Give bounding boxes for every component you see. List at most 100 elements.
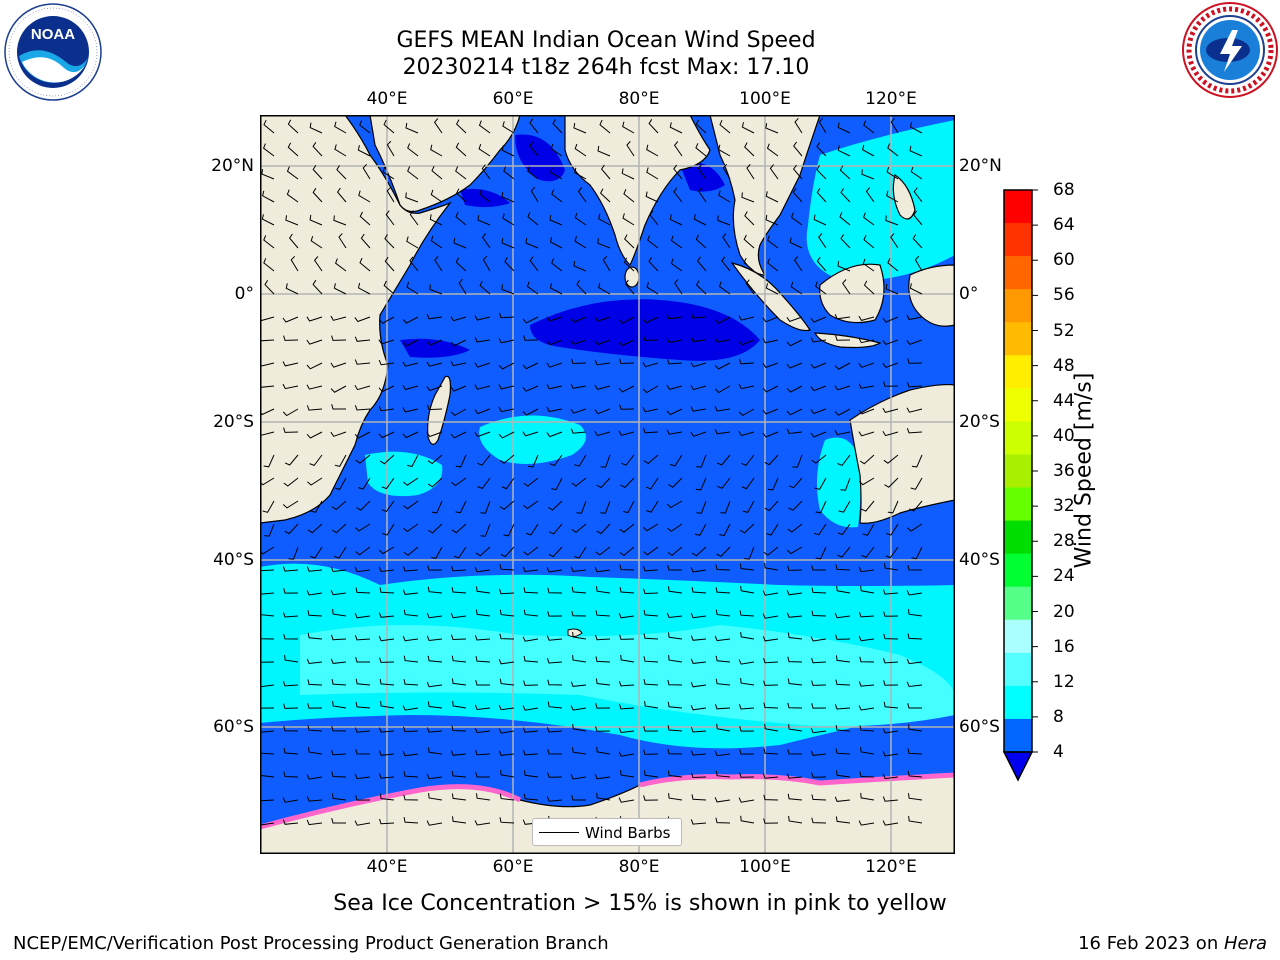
wind-barb bbox=[766, 523, 779, 536]
wind-barb bbox=[384, 234, 395, 249]
legend-label: Wind Barbs bbox=[585, 824, 671, 842]
wind-barb bbox=[668, 793, 683, 801]
wind-barb bbox=[383, 280, 395, 295]
wind-barb bbox=[740, 678, 755, 686]
wind-barb bbox=[765, 283, 779, 295]
wind-barb bbox=[690, 313, 707, 319]
wind-barb bbox=[863, 120, 875, 134]
wind-barb bbox=[402, 431, 419, 439]
wind-barb bbox=[475, 609, 491, 617]
wind-barb bbox=[690, 431, 707, 437]
wind-barb bbox=[644, 700, 659, 709]
wind-barb bbox=[574, 454, 587, 467]
wind-barb bbox=[720, 500, 731, 514]
wind-barb bbox=[739, 772, 755, 778]
wind-barb bbox=[906, 381, 923, 388]
wind-barb bbox=[834, 612, 851, 619]
colorbar bbox=[1002, 189, 1038, 782]
wind-barb bbox=[306, 339, 323, 345]
wind-barb bbox=[862, 523, 875, 536]
wind-barb bbox=[690, 682, 707, 688]
wind-barb bbox=[811, 610, 827, 617]
wind-barb bbox=[744, 142, 755, 157]
wind-barb bbox=[455, 454, 467, 468]
wind-barb bbox=[695, 477, 707, 491]
wind-barb bbox=[906, 339, 923, 345]
wind-barb bbox=[642, 523, 659, 532]
wind-barb bbox=[547, 679, 563, 686]
wind-barb bbox=[379, 818, 395, 825]
wind-barb bbox=[765, 214, 779, 226]
cyan-patch-madagascar-east bbox=[479, 415, 586, 464]
wind-barb bbox=[571, 477, 587, 487]
wind-barb bbox=[551, 189, 563, 203]
wind-barb bbox=[570, 408, 587, 414]
wind-barb bbox=[356, 500, 371, 511]
wind-barb bbox=[334, 454, 347, 467]
wind-barb bbox=[523, 546, 539, 556]
colorbar-tick-label: 16 bbox=[1053, 636, 1075, 657]
wind-barb bbox=[426, 773, 443, 780]
wind-barb bbox=[886, 523, 899, 536]
wind-barb bbox=[622, 213, 635, 226]
wind-barb bbox=[908, 500, 923, 512]
wind-barb bbox=[428, 793, 443, 801]
wind-barb bbox=[378, 316, 395, 324]
wind-barb bbox=[697, 164, 707, 180]
lon-tick-label-bottom: 40°E bbox=[366, 857, 408, 877]
lon-tick-label-bottom: 60°E bbox=[492, 857, 534, 877]
wind-barb bbox=[594, 567, 611, 573]
colorbar-segment bbox=[1004, 454, 1032, 489]
wind-barb bbox=[453, 237, 467, 249]
wind-barb bbox=[431, 500, 443, 514]
wind-barb bbox=[306, 405, 323, 411]
wind-barb bbox=[738, 704, 755, 710]
wind-barb bbox=[670, 235, 683, 249]
wind-barb bbox=[835, 679, 851, 686]
wind-barb bbox=[499, 609, 515, 617]
wind-barb bbox=[858, 820, 875, 826]
wind-barb bbox=[643, 749, 659, 755]
wind-barb bbox=[402, 407, 419, 413]
wind-barb bbox=[409, 210, 419, 226]
wind-barb bbox=[451, 477, 467, 487]
wind-barb bbox=[834, 385, 851, 391]
wind-barb bbox=[283, 477, 299, 487]
wind-barb bbox=[384, 256, 395, 272]
wind-barb bbox=[522, 566, 539, 573]
wind-barb bbox=[378, 359, 395, 366]
wind-barb bbox=[310, 546, 323, 559]
lat-tick-label-right: 20°N bbox=[959, 156, 1002, 176]
wind-barb bbox=[837, 454, 851, 467]
wind-barb bbox=[427, 454, 443, 465]
wind-barb bbox=[714, 797, 731, 803]
wind-barb bbox=[595, 546, 611, 556]
wind-barb bbox=[523, 609, 539, 617]
wind-barb bbox=[378, 727, 395, 733]
wind-barb bbox=[762, 338, 779, 344]
wind-barb bbox=[407, 143, 419, 157]
wind-barb bbox=[907, 748, 923, 755]
wind-barb bbox=[526, 281, 539, 295]
wind-barb bbox=[696, 256, 707, 272]
wind-barb bbox=[643, 609, 659, 617]
wind-barb bbox=[600, 164, 611, 180]
wind-barb bbox=[546, 339, 563, 346]
wind-barb bbox=[331, 523, 347, 534]
wind-barb bbox=[668, 477, 683, 488]
wind-barb bbox=[402, 361, 419, 367]
wind-barb bbox=[354, 359, 371, 365]
wind-barb bbox=[691, 546, 707, 557]
wind-barb bbox=[261, 214, 275, 226]
wind-barb bbox=[599, 188, 611, 203]
wind-barb bbox=[690, 612, 707, 619]
wind-barb bbox=[618, 316, 635, 324]
wind-barb bbox=[549, 454, 563, 467]
wind-barb bbox=[309, 214, 323, 226]
colorbar-segment bbox=[1004, 586, 1032, 621]
sea-ice-edge bbox=[260, 784, 522, 830]
svg-text:NOAA: NOAA bbox=[31, 26, 75, 43]
lat-tick-label-left: 60°S bbox=[213, 717, 254, 737]
wind-barb bbox=[690, 727, 707, 733]
wind-barb bbox=[595, 678, 611, 686]
